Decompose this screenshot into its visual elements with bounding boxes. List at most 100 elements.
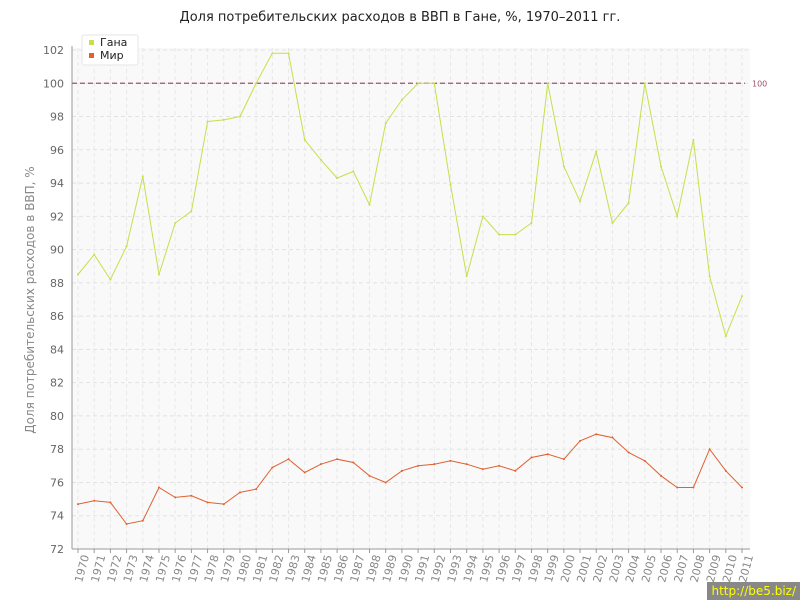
data-point-1-33 — [611, 436, 614, 439]
watermark[interactable]: http://be5.biz/ — [707, 582, 800, 600]
chart-title: Доля потребительских расходов в ВВП в Га… — [179, 10, 621, 25]
data-point-0-21 — [417, 82, 420, 85]
data-point-0-19 — [384, 122, 387, 125]
data-point-1-4 — [141, 519, 144, 522]
data-point-1-22 — [433, 463, 436, 466]
data-point-1-6 — [174, 496, 177, 499]
data-point-0-41 — [741, 295, 743, 298]
data-point-1-15 — [319, 463, 322, 466]
y-tick-label: 84 — [50, 343, 64, 356]
reference-line: 100 — [72, 79, 767, 88]
y-tick-label: 76 — [50, 476, 64, 489]
data-point-0-1 — [93, 253, 96, 256]
y-tick-label: 72 — [50, 543, 64, 556]
data-point-1-14 — [303, 471, 306, 474]
data-point-0-17 — [352, 170, 355, 173]
data-point-1-29 — [546, 453, 549, 456]
data-point-1-17 — [352, 461, 355, 464]
data-point-1-28 — [530, 456, 533, 459]
data-point-1-5 — [157, 486, 160, 489]
data-point-1-26 — [498, 464, 501, 467]
data-point-1-2 — [109, 501, 112, 504]
series-layer — [77, 52, 743, 526]
data-point-1-31 — [579, 439, 582, 442]
data-point-1-30 — [562, 458, 565, 461]
data-point-1-13 — [287, 458, 290, 461]
data-point-0-0 — [77, 273, 79, 276]
data-point-0-9 — [222, 118, 225, 121]
data-point-1-3 — [125, 523, 128, 526]
data-point-0-29 — [546, 82, 549, 85]
y-tick-label: 96 — [50, 144, 64, 157]
y-tick-label: 100 — [43, 77, 64, 90]
reference-line-label: 100 — [752, 79, 767, 88]
data-point-1-40 — [724, 469, 727, 472]
data-point-0-32 — [595, 150, 598, 153]
data-point-0-22 — [433, 82, 436, 85]
data-point-0-34 — [627, 202, 630, 205]
data-point-1-35 — [643, 459, 646, 462]
data-point-0-2 — [109, 278, 112, 281]
data-point-0-28 — [530, 221, 533, 224]
y-tick-label: 102 — [43, 44, 64, 57]
data-point-0-11 — [255, 82, 258, 85]
data-point-1-20 — [400, 469, 403, 472]
data-point-0-33 — [611, 221, 614, 224]
data-point-0-39 — [708, 275, 711, 278]
y-tick-label: 92 — [50, 210, 64, 223]
axes — [71, 46, 750, 550]
data-point-0-7 — [190, 210, 193, 213]
data-point-0-36 — [660, 165, 663, 168]
data-point-1-23 — [449, 459, 452, 462]
data-point-1-9 — [222, 503, 225, 506]
data-point-1-8 — [206, 501, 209, 504]
data-point-1-27 — [514, 469, 517, 472]
y-tick-label: 78 — [50, 443, 64, 456]
data-point-0-18 — [368, 203, 371, 206]
data-point-0-15 — [319, 158, 322, 161]
data-point-1-10 — [238, 491, 241, 494]
data-point-1-37 — [676, 486, 679, 489]
legend-label-0: Гана — [100, 36, 127, 49]
data-point-1-7 — [190, 494, 193, 497]
y-tick-label: 98 — [50, 111, 64, 124]
data-point-0-24 — [465, 275, 468, 278]
data-point-0-40 — [724, 335, 727, 338]
data-point-0-8 — [206, 120, 209, 123]
series-line-0 — [77, 52, 743, 338]
data-point-1-16 — [336, 458, 339, 461]
data-point-1-34 — [627, 451, 630, 454]
legend-label-1: Мир — [100, 49, 124, 62]
series-line-1 — [77, 433, 743, 525]
data-point-0-10 — [238, 115, 241, 118]
data-point-1-21 — [417, 464, 420, 467]
x-tick-labels: 1970197119721973197419751976197719781979… — [72, 549, 756, 584]
data-point-1-12 — [271, 466, 274, 469]
data-point-0-37 — [676, 215, 679, 218]
data-point-1-38 — [692, 486, 695, 489]
data-point-0-5 — [157, 273, 160, 276]
data-point-1-32 — [595, 433, 598, 436]
data-point-1-41 — [741, 486, 743, 489]
data-point-0-25 — [481, 215, 484, 218]
y-tick-label: 94 — [50, 177, 64, 190]
y-tick-label: 90 — [50, 244, 64, 257]
data-point-0-4 — [141, 175, 144, 178]
data-point-0-16 — [336, 177, 339, 180]
data-point-0-20 — [400, 98, 403, 101]
data-point-0-6 — [174, 221, 177, 224]
data-point-0-27 — [514, 233, 517, 236]
data-point-0-31 — [579, 200, 582, 203]
y-tick-label: 80 — [50, 410, 64, 423]
data-point-0-3 — [125, 245, 128, 248]
data-point-0-30 — [562, 165, 565, 168]
data-point-0-38 — [692, 138, 695, 141]
data-point-1-24 — [465, 463, 468, 466]
data-point-1-36 — [660, 474, 663, 477]
legend-swatch-0 — [89, 40, 94, 45]
plot-background — [72, 48, 750, 549]
data-point-1-11 — [255, 488, 258, 491]
data-point-0-13 — [287, 52, 290, 55]
